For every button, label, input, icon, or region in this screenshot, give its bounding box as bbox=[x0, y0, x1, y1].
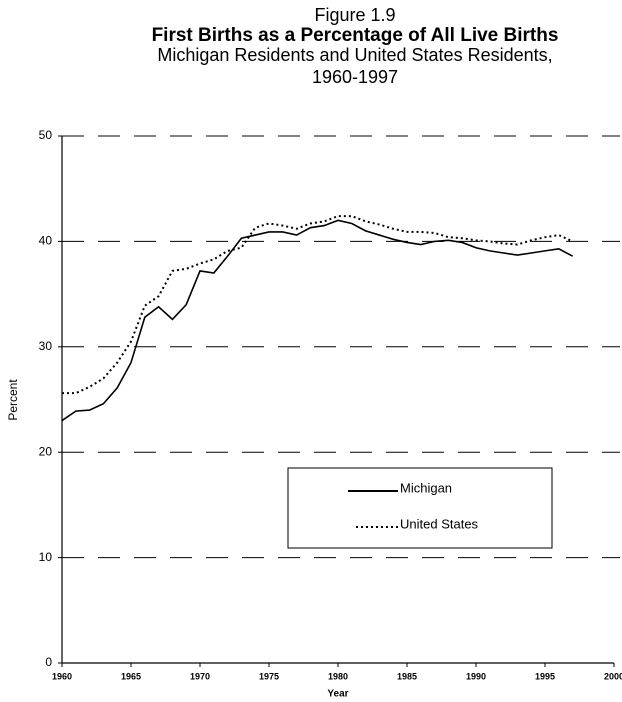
y-axis-label: Percent bbox=[6, 379, 20, 421]
x-tick-label: 1965 bbox=[121, 671, 141, 681]
x-tick-label: 1980 bbox=[328, 671, 348, 681]
x-tick-label: 1985 bbox=[397, 671, 417, 681]
x-tick-label: 1995 bbox=[535, 671, 555, 681]
x-tick-label: 1970 bbox=[190, 671, 210, 681]
x-axis-label: Year bbox=[327, 689, 348, 700]
y-tick-label: 30 bbox=[39, 339, 53, 353]
y-tick-label: 10 bbox=[39, 550, 53, 564]
chart-title: Figure 1.9 bbox=[314, 5, 395, 25]
y-tick-label: 40 bbox=[39, 234, 53, 248]
x-tick-label: 1990 bbox=[466, 671, 486, 681]
x-tick-label: 2000 bbox=[604, 671, 622, 681]
y-tick-label: 20 bbox=[39, 444, 53, 458]
legend-label: United States bbox=[400, 516, 479, 531]
chart-subtitle: First Births as a Percentage of All Live… bbox=[152, 25, 559, 46]
legend-box bbox=[287, 467, 553, 549]
chart-subtitle: 1960-1997 bbox=[312, 67, 398, 87]
series-line bbox=[61, 219, 573, 422]
y-tick-label: 0 bbox=[45, 655, 52, 669]
x-tick-label: 1975 bbox=[259, 671, 279, 681]
legend-label: Michigan bbox=[400, 480, 452, 495]
series-line bbox=[62, 215, 574, 395]
chart-subtitle: Michigan Residents and United States Res… bbox=[157, 45, 552, 65]
y-tick-label: 50 bbox=[39, 128, 53, 142]
x-tick-label: 1960 bbox=[52, 671, 72, 681]
